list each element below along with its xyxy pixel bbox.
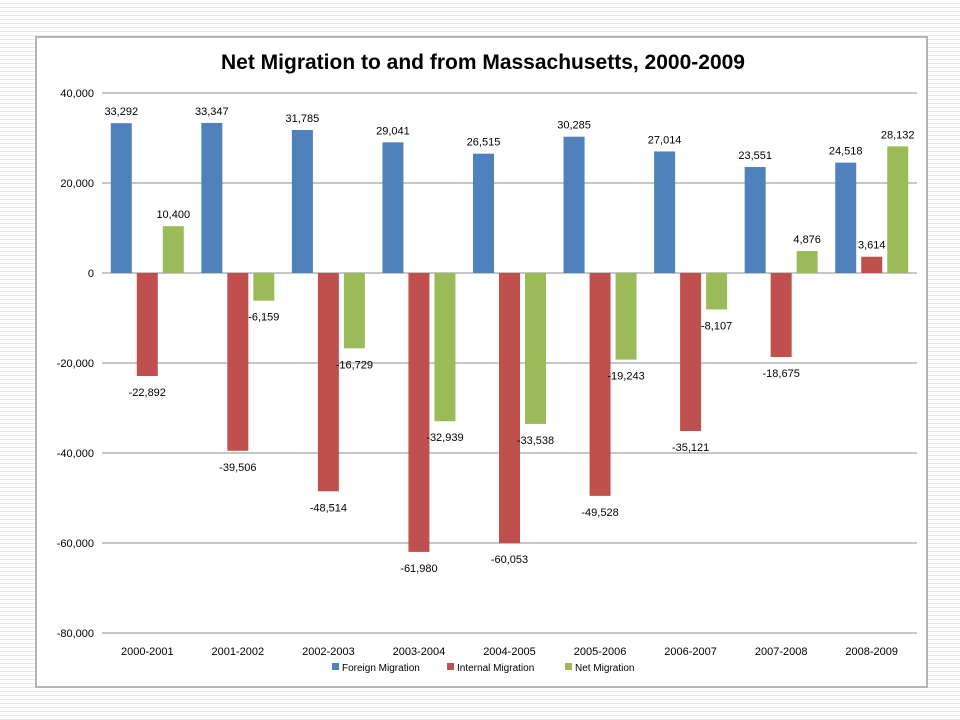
data-label: -39,506 [219,462,256,474]
data-label: -49,528 [581,507,618,519]
bar-foreign-migration [291,129,313,273]
bar-net-migration [706,273,728,310]
x-tick-label: 2006-2007 [664,646,717,658]
bar-internal-migration [861,256,883,273]
data-label: 29,041 [376,125,410,137]
data-label: -22,892 [129,387,166,399]
data-label: -32,939 [426,432,463,444]
data-label: 26,515 [467,137,501,149]
bar-foreign-migration [382,142,404,273]
y-tick-label: 20,000 [60,178,94,190]
data-label: -16,729 [336,359,373,371]
x-tick-label: 2000-2001 [121,646,174,658]
bar-net-migration [434,273,456,422]
legend-swatch-net-migration [565,663,572,670]
data-label: -6,159 [248,312,279,324]
data-label: 33,347 [195,106,229,118]
bar-net-migration [253,273,275,301]
y-tick-label: -80,000 [57,628,94,640]
bar-foreign-migration [744,167,766,273]
bar-internal-migration [136,273,158,377]
x-tick-label: 2002-2003 [302,646,355,658]
bar-foreign-migration [201,122,223,273]
y-tick-label: 40,000 [60,88,94,100]
y-axis-ticks: 40,000 20,000 0 -20,000 -40,000 -60,000 -80,00… [57,88,94,640]
data-label: 33,292 [104,106,138,118]
legend-swatch-internal-migration [447,663,454,670]
bar-internal-migration [770,273,792,358]
bars [110,122,909,552]
data-label: 27,014 [648,134,682,146]
bar-net-migration [887,146,909,273]
bar-internal-migration [408,273,430,552]
x-tick-label: 2005-2006 [574,646,627,658]
data-label: -19,243 [607,371,644,383]
bar-internal-migration [589,273,611,496]
data-label: -48,514 [310,502,347,514]
y-tick-label: -40,000 [57,448,94,460]
x-tick-label: 2008-2009 [845,646,898,658]
data-label: 10,400 [156,209,190,221]
bar-internal-migration [317,273,339,492]
legend: Foreign Migration Internal Migration Net M… [332,663,634,674]
legend-label: Net Migration [575,663,634,674]
y-tick-label: -20,000 [57,358,94,370]
data-label: 28,132 [881,129,915,141]
data-label: 31,785 [286,113,320,125]
y-tick-label: 0 [88,268,94,280]
data-label: 3,614 [858,240,886,252]
y-tick-label: -60,000 [57,538,94,550]
bar-foreign-migration [563,136,585,273]
data-label: 4,876 [793,234,821,246]
bar-foreign-migration [473,153,494,273]
x-tick-label: 2001-2002 [212,646,265,658]
legend-swatch-foreign-migration [332,663,339,670]
bar-internal-migration [680,273,702,432]
chart-title: Net Migration to and from Massachusetts,… [221,51,745,74]
bar-net-migration [162,226,184,273]
bar-internal-migration [499,273,520,544]
bar-foreign-migration [835,162,857,273]
data-label: -18,675 [763,368,800,380]
data-label: 24,518 [829,146,863,158]
bar-net-migration [796,251,818,273]
chart-frame: Net Migration to and from Massachusetts,… [35,36,928,688]
bar-net-migration [343,273,365,349]
x-axis-ticks: 2000-2001 2001-2002 2002-2003 2003-2004 2004… [121,646,898,658]
legend-label: Foreign Migration [342,663,420,674]
data-label: 30,285 [557,120,591,132]
chart: Net Migration to and from Massachusetts,… [57,51,917,674]
legend-label: Internal Migration [457,663,534,674]
data-label: -61,980 [400,563,437,575]
data-label: -60,053 [491,554,528,566]
x-tick-label: 2003-2004 [393,646,446,658]
bar-foreign-migration [654,151,676,273]
bar-net-migration [525,273,546,424]
data-label: 23,551 [738,150,772,162]
data-labels: 33,292 -22,892 10,400 33,347 -39,506 -6,159 31… [104,106,914,575]
data-label: -8,107 [701,320,732,332]
bar-foreign-migration [110,123,132,273]
x-tick-label: 2004-2005 [483,646,536,658]
bar-internal-migration [227,273,249,451]
bar-net-migration [615,273,637,360]
x-tick-label: 2007-2008 [755,646,808,658]
data-label: -35,121 [672,442,709,454]
data-label: -33,538 [517,435,554,447]
